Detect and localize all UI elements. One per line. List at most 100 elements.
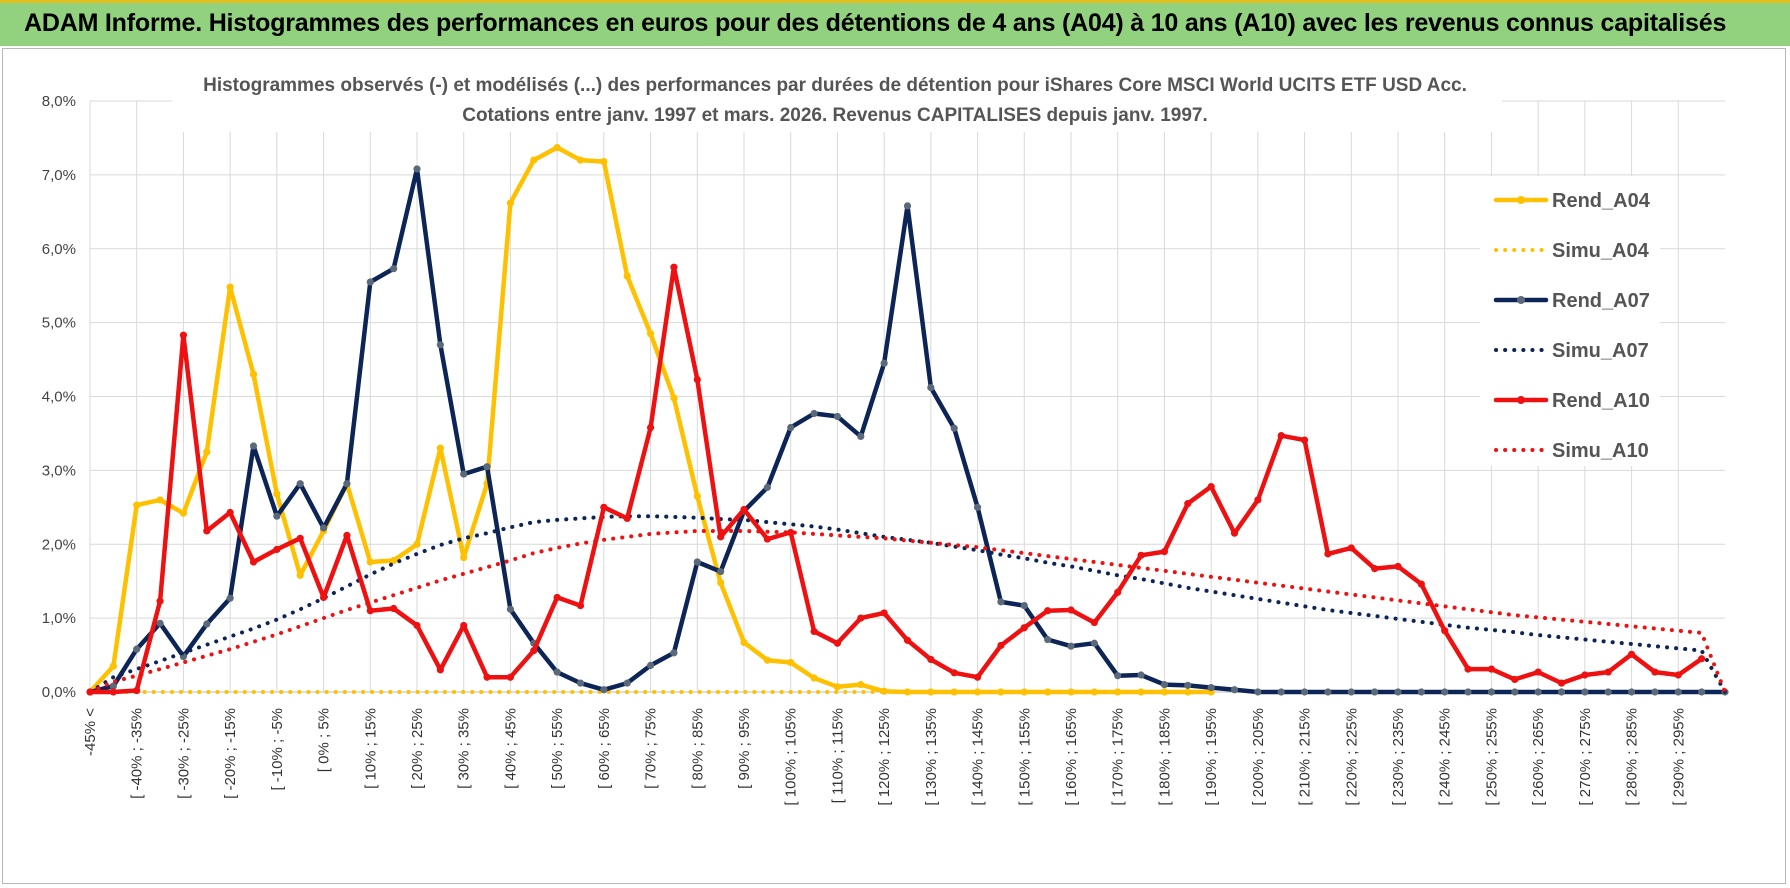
data-point-Rend_A07	[1417, 688, 1425, 696]
data-point-Rend_A07	[1557, 688, 1566, 696]
data-point-Rend_A07	[436, 341, 444, 349]
data-point-Rend_A07	[623, 679, 631, 687]
data-point-Rend_A10	[997, 641, 1005, 650]
data-point-Rend_A07	[1090, 639, 1098, 647]
data-point-Rend_A07	[226, 594, 234, 602]
x-tick-label: [ 170% ; 175%	[1110, 708, 1127, 806]
data-point-Rend_A07	[1371, 688, 1379, 696]
data-point-Rend_A10	[973, 673, 982, 681]
data-point-Rend_A10	[1651, 668, 1659, 676]
data-point-Rend_A07	[880, 359, 888, 367]
data-point-Rend_A10	[506, 673, 515, 681]
data-point-Rend_A07	[1347, 688, 1355, 696]
data-point-Rend_A10	[857, 614, 865, 622]
data-point-Rend_A07	[1020, 601, 1028, 610]
data-point-Rend_A10	[156, 597, 164, 605]
data-point-Rend_A07	[1230, 686, 1239, 694]
data-point-Rend_A04	[273, 490, 281, 498]
data-point-Rend_A10	[717, 533, 725, 541]
series-line-Simu_A07	[88, 514, 1727, 694]
legend-marker-Rend_A10	[1517, 396, 1525, 404]
legend-label-Rend_A07: Rend_A07	[1552, 290, 1650, 312]
data-point-Rend_A10	[390, 604, 398, 613]
data-point-Rend_A10	[226, 508, 234, 517]
chart-title-line: Histogrammes observés (-) et modélisés (…	[203, 75, 1467, 96]
x-tick-label: [ 190% ; 195%	[1203, 708, 1220, 806]
legend-label-Simu_A07: Simu_A07	[1552, 340, 1649, 362]
y-tick-label: 1,0%	[42, 610, 76, 627]
data-point-Rend_A07	[670, 649, 678, 657]
data-point-Rend_A07	[600, 686, 608, 694]
x-tick-label: [ -20% ; -15%	[222, 708, 239, 799]
x-tick-label: [ 20% ; 25%	[409, 708, 426, 789]
data-point-Rend_A07	[1441, 688, 1449, 696]
data-point-Rend_A10	[1511, 675, 1519, 684]
x-tick-label: [ 90% ; 95%	[736, 708, 753, 789]
x-tick-label: [ 70% ; 75%	[643, 708, 660, 789]
x-tick-label: [ 110% ; 115%	[829, 708, 846, 803]
data-point-Rend_A04	[226, 283, 234, 291]
data-point-Rend_A07	[506, 605, 515, 613]
data-point-Rend_A04	[296, 571, 304, 579]
data-point-Rend_A10	[109, 688, 117, 696]
data-point-Rend_A04	[740, 638, 748, 647]
data-point-Rend_A10	[179, 331, 188, 339]
data-point-Rend_A07	[1487, 688, 1496, 696]
data-point-Rend_A04	[670, 394, 678, 402]
data-point-Rend_A07	[1137, 671, 1145, 679]
data-point-Rend_A10	[1698, 655, 1706, 663]
data-point-Rend_A10	[763, 535, 771, 543]
data-point-Rend_A04	[623, 272, 631, 280]
data-point-Rend_A07	[973, 503, 982, 511]
data-point-Rend_A07	[343, 480, 351, 488]
data-point-Rend_A10	[203, 527, 211, 535]
data-point-Rend_A04	[390, 556, 398, 565]
data-point-Rend_A04	[787, 658, 795, 667]
x-tick-label: [ 10% ; 15%	[362, 708, 379, 789]
data-point-Rend_A04	[179, 509, 188, 517]
data-point-Rend_A04	[1090, 688, 1098, 696]
data-point-Rend_A07	[1534, 688, 1542, 696]
x-tick-label: [ -30% ; -25%	[175, 708, 192, 799]
data-point-Rend_A07	[296, 480, 304, 488]
data-point-Rend_A10	[1324, 550, 1332, 558]
data-point-Rend_A07	[1044, 635, 1052, 644]
data-point-Rend_A07	[390, 265, 398, 273]
data-point-Rend_A04	[1137, 688, 1145, 696]
data-point-Rend_A07	[857, 432, 865, 440]
x-tick-label: [ 210% ; 215%	[1297, 708, 1314, 806]
data-point-Rend_A07	[1627, 688, 1636, 696]
data-point-Rend_A10	[787, 528, 795, 537]
data-point-Rend_A07	[366, 278, 374, 286]
x-tick-label: [ -10% ; -5%	[269, 708, 286, 791]
data-point-Rend_A04	[1020, 688, 1028, 696]
data-point-Rend_A07	[1464, 688, 1472, 696]
data-point-Rend_A10	[1394, 562, 1402, 571]
x-tick-label: [ 240% ; 245%	[1437, 708, 1454, 806]
legend-label-Rend_A04: Rend_A04	[1552, 190, 1651, 212]
data-point-Rend_A10	[693, 375, 701, 384]
data-point-Rend_A07	[1114, 672, 1122, 680]
chart-title-background	[172, 66, 1502, 132]
data-point-Rend_A10	[1137, 551, 1145, 559]
data-point-Rend_A10	[1371, 565, 1379, 573]
data-point-Rend_A10	[1464, 665, 1472, 673]
data-point-Rend_A10	[1674, 671, 1682, 679]
data-point-Rend_A10	[1207, 483, 1215, 491]
x-tick-label: [ 100% ; 105%	[783, 708, 800, 806]
x-tick-label: [ -40% ; -35%	[129, 708, 146, 799]
report-title: ADAM Informe. Histogrammes des performan…	[24, 9, 1727, 37]
data-point-Rend_A07	[553, 668, 561, 676]
data-point-Rend_A04	[973, 688, 982, 696]
data-point-Rend_A10	[483, 673, 491, 681]
chart-title-line: Cotations entre janv. 1997 et mars. 2026…	[462, 105, 1208, 126]
data-point-Rend_A10	[319, 593, 328, 602]
data-point-Rend_A07	[1511, 688, 1519, 696]
data-point-Rend_A10	[249, 558, 258, 566]
y-tick-label: 6,0%	[42, 241, 76, 258]
x-tick-label: [ 60% ; 65%	[596, 708, 613, 789]
legend-marker-Rend_A07	[1517, 296, 1525, 304]
x-tick-label: [ 150% ; 155%	[1016, 708, 1033, 806]
data-point-Rend_A10	[1627, 650, 1636, 658]
